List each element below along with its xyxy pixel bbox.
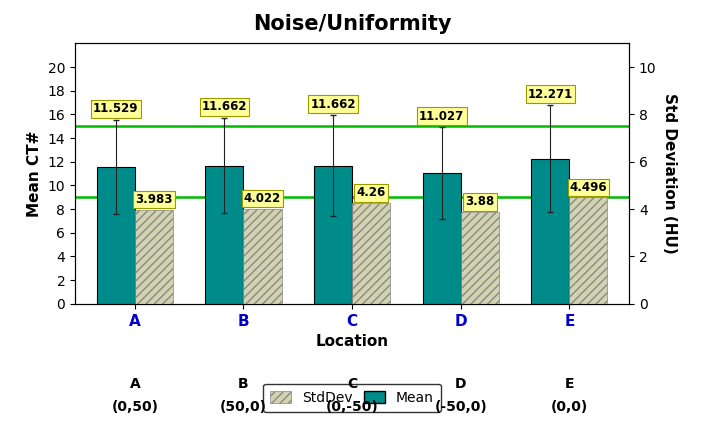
Text: 11.027: 11.027	[419, 110, 465, 123]
Bar	[460, 212, 499, 304]
Text: 11.529: 11.529	[93, 102, 139, 115]
Text: B: B	[238, 377, 249, 391]
Text: D: D	[455, 377, 467, 391]
Bar	[205, 166, 244, 304]
Text: A: A	[129, 377, 140, 391]
Text: (0,50): (0,50)	[112, 400, 158, 414]
Bar	[314, 166, 352, 304]
Text: (50,0): (50,0)	[220, 400, 267, 414]
Bar	[352, 203, 390, 304]
Y-axis label: Std Deviation (HU): Std Deviation (HU)	[662, 93, 677, 254]
Text: (0,-50): (0,-50)	[326, 400, 378, 414]
Bar	[97, 168, 135, 304]
Text: 3.88: 3.88	[465, 195, 495, 208]
Text: 4.496: 4.496	[570, 181, 607, 194]
Text: E: E	[565, 377, 574, 391]
Text: 12.271: 12.271	[528, 88, 573, 101]
Bar	[135, 210, 173, 304]
Text: C: C	[347, 377, 358, 391]
Legend: StdDev, Mean: StdDev, Mean	[263, 384, 441, 411]
Text: (-50,0): (-50,0)	[435, 400, 487, 414]
Text: Noise/Uniformity: Noise/Uniformity	[253, 14, 452, 34]
Text: 3.983: 3.983	[135, 193, 172, 206]
Text: (0,0): (0,0)	[551, 400, 588, 414]
X-axis label: Location: Location	[315, 334, 389, 349]
Text: 11.662: 11.662	[202, 100, 247, 113]
Bar	[423, 173, 460, 304]
Y-axis label: Mean CT#: Mean CT#	[27, 130, 42, 217]
Bar	[569, 197, 608, 304]
Bar	[244, 209, 282, 304]
Text: 4.022: 4.022	[244, 192, 281, 205]
Bar	[531, 158, 569, 304]
Text: 11.662: 11.662	[310, 98, 356, 111]
Text: 4.26: 4.26	[357, 187, 386, 199]
